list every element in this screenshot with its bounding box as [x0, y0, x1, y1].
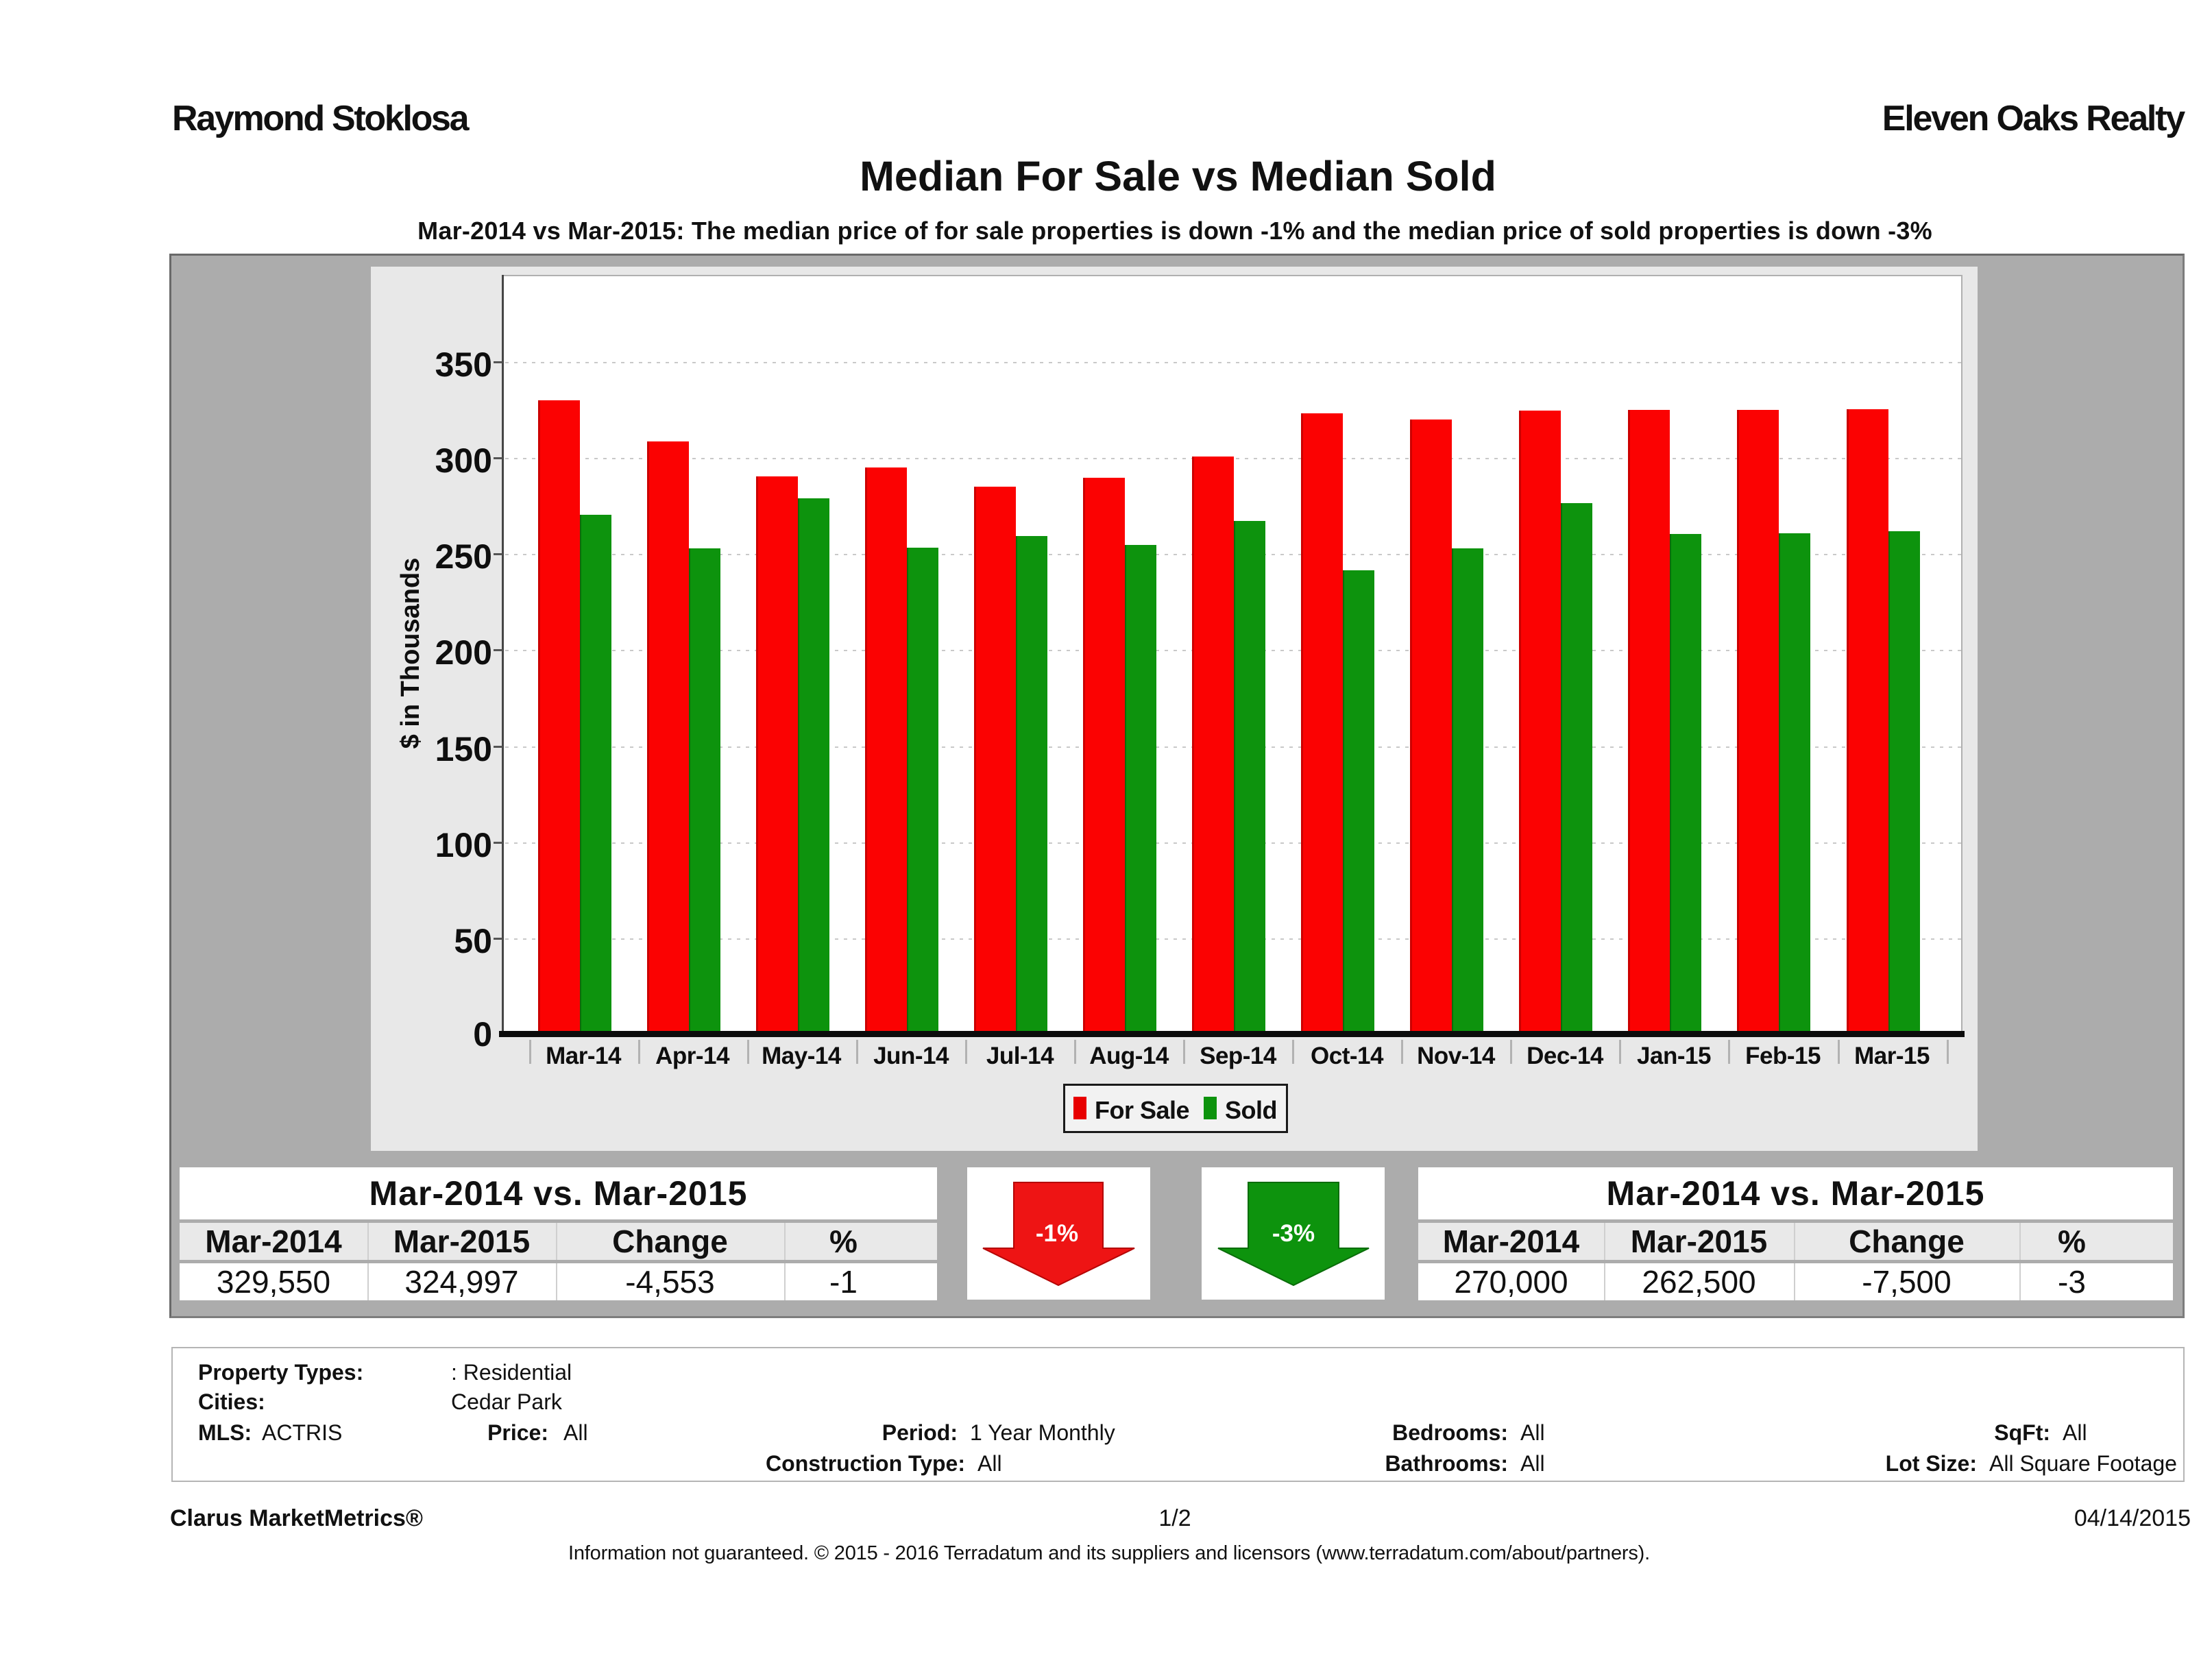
svg-text:-1%: -1% [1036, 1220, 1078, 1247]
svg-text:-3%: -3% [1272, 1220, 1315, 1247]
